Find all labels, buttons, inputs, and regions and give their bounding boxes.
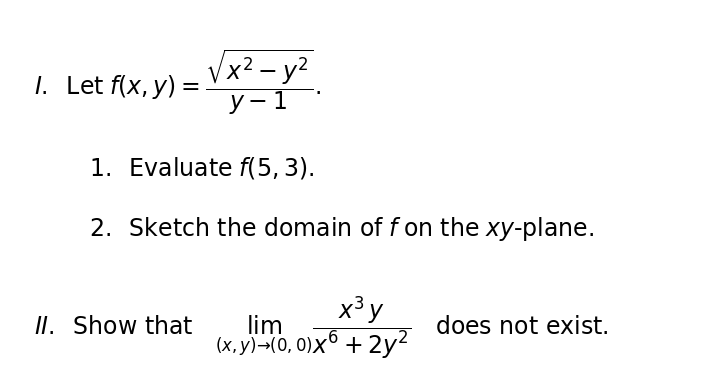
Text: $II.\;\; \text{Show that} \quad \lim_{(x,y)\to(0,0)} \dfrac{x^3 y}{x^6 + 2y^2} \: $II.\;\; \text{Show that} \quad \lim_{(x…: [33, 294, 608, 361]
Text: $1.\;\; \text{Evaluate}\; f(5, 3).$: $1.\;\; \text{Evaluate}\; f(5, 3).$: [89, 155, 315, 181]
Text: $I.\;\; \text{Let}\; f(x, y) = \dfrac{\sqrt{x^2 - y^2}}{y - 1}.$: $I.\;\; \text{Let}\; f(x, y) = \dfrac{\s…: [33, 47, 321, 117]
Text: $2.\;\; \text{Sketch the domain of}\; f \;\text{on the}\; xy\text{-plane.}$: $2.\;\; \text{Sketch the domain of}\; f …: [89, 215, 594, 243]
